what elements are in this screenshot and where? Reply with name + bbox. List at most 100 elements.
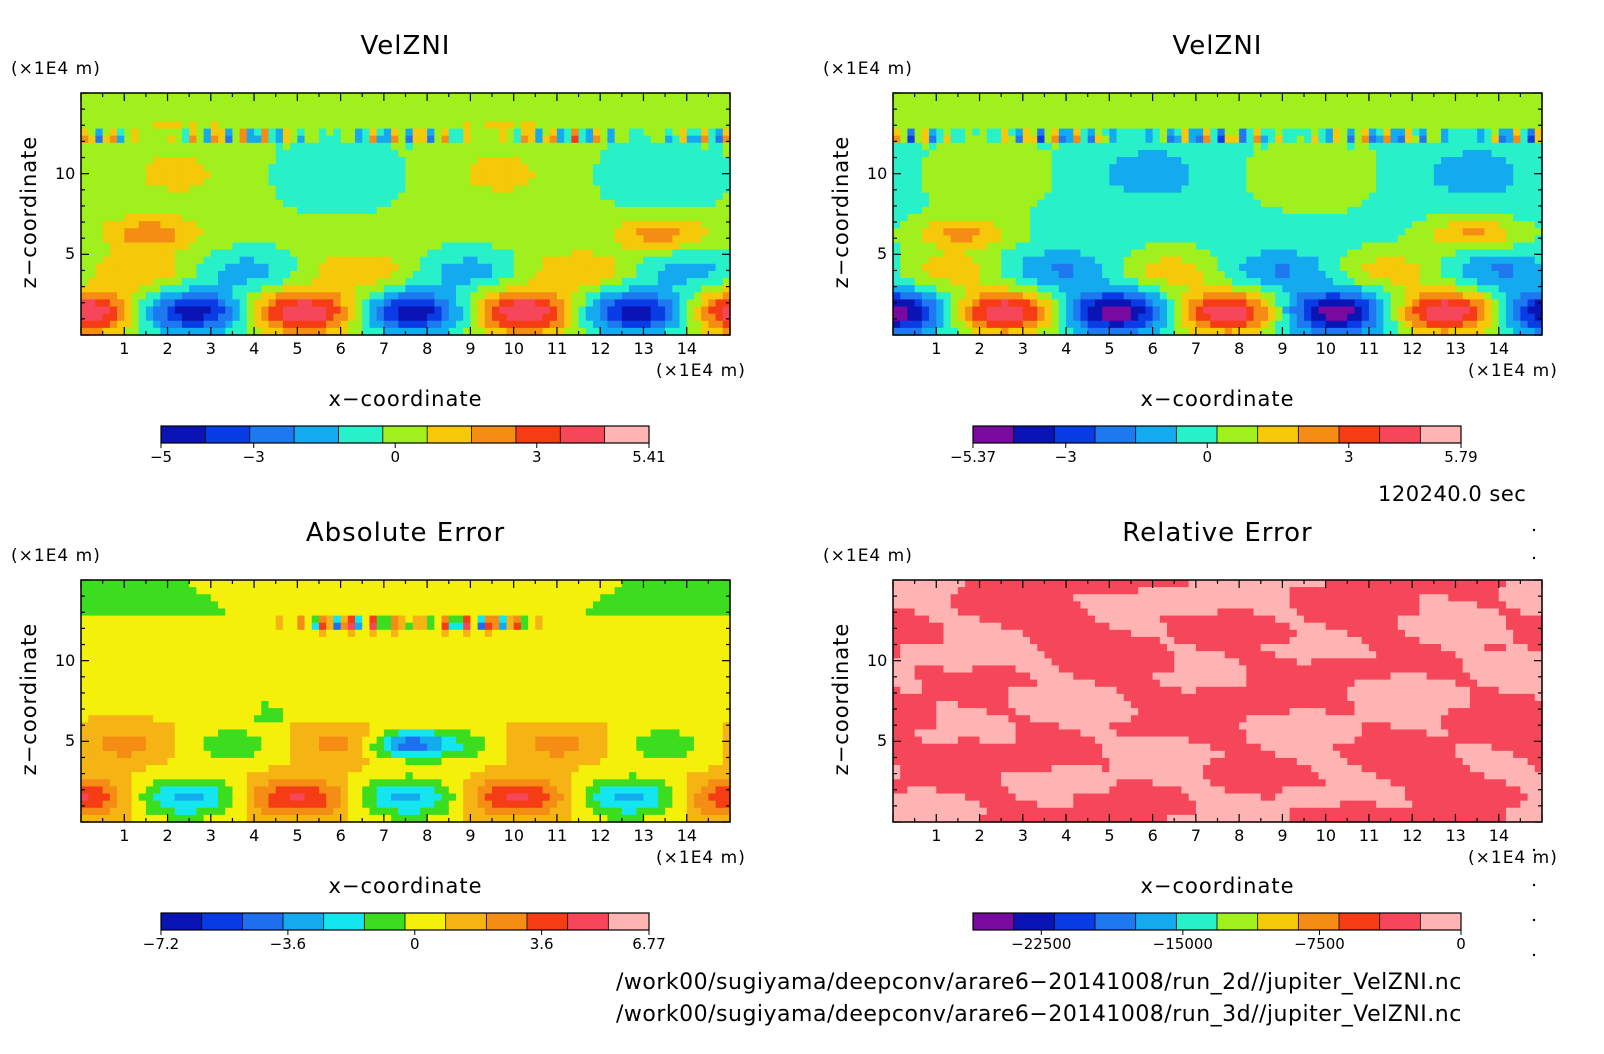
heatmap-cell	[319, 228, 327, 236]
heatmap-cell	[456, 136, 464, 144]
heatmap-cell	[1355, 157, 1363, 165]
heatmap-cell	[1463, 100, 1471, 108]
heatmap-cell	[1304, 136, 1312, 144]
heatmap-cell	[377, 207, 385, 215]
heatmap-cell	[182, 114, 190, 122]
heatmap-cell	[1318, 114, 1326, 122]
heatmap-cell	[406, 314, 414, 322]
heatmap-cell	[196, 271, 204, 279]
heatmap-cell	[1528, 157, 1536, 165]
heatmap-cell	[406, 157, 414, 165]
heatmap-cell	[1463, 157, 1471, 165]
heatmap-cell	[586, 129, 594, 137]
heatmap-cell	[1037, 221, 1045, 229]
heatmap-cell	[326, 235, 334, 243]
heatmap-cell	[607, 186, 615, 194]
heatmap-cell	[1355, 193, 1363, 201]
heatmap-cell	[907, 214, 915, 222]
heatmap-cell	[1412, 143, 1420, 151]
heatmap-cell	[398, 221, 406, 229]
heatmap-cell	[95, 193, 103, 201]
heatmap-cell	[900, 228, 908, 236]
heatmap-cell	[1167, 178, 1175, 186]
heatmap-cell	[643, 186, 651, 194]
heatmap-cell	[1311, 178, 1319, 186]
heatmap-cell	[643, 264, 651, 272]
heatmap-cell	[268, 242, 276, 250]
heatmap-cell	[708, 250, 716, 258]
heatmap-cell	[312, 264, 320, 272]
heatmap-cell	[420, 143, 428, 151]
heatmap-cell	[369, 321, 377, 329]
heatmap-cell	[1282, 214, 1290, 222]
heatmap-cell	[1383, 207, 1391, 215]
heatmap-cell	[456, 292, 464, 300]
heatmap-cell	[232, 121, 240, 129]
heatmap-cell	[571, 114, 579, 122]
heatmap-cell	[972, 150, 980, 158]
heatmap-cell	[528, 214, 536, 222]
heatmap-cell	[319, 321, 327, 329]
heatmap-cell	[1290, 178, 1298, 186]
heatmap-cell	[463, 178, 471, 186]
heatmap-cell	[312, 114, 320, 122]
heatmap-cell	[564, 228, 572, 236]
heatmap-cell	[528, 321, 536, 329]
heatmap-cell	[355, 250, 363, 258]
heatmap-cell	[1470, 207, 1478, 215]
heatmap-cell	[492, 150, 500, 158]
heatmap-cell	[716, 264, 724, 272]
heatmap-cell	[312, 143, 320, 151]
heatmap-cell	[1355, 121, 1363, 129]
heatmap-cell	[1463, 214, 1471, 222]
heatmap-cell	[442, 292, 450, 300]
heatmap-cell	[160, 171, 168, 179]
heatmap-cell	[929, 193, 937, 201]
heatmap-cell	[550, 121, 558, 129]
heatmap-cell	[312, 271, 320, 279]
heatmap-cell	[629, 100, 637, 108]
heatmap-cell	[600, 271, 608, 279]
heatmap-cell	[377, 121, 385, 129]
heatmap-cell	[1218, 157, 1226, 165]
heatmap-cell	[88, 150, 96, 158]
heatmap-cell	[391, 129, 399, 137]
heatmap-cell	[1528, 221, 1536, 229]
heatmap-cell	[276, 157, 284, 165]
heatmap-cell	[413, 285, 421, 293]
heatmap-cell	[1419, 228, 1427, 236]
heatmap-cell	[182, 278, 190, 286]
heatmap-cell	[160, 271, 168, 279]
heatmap-cell	[694, 114, 702, 122]
heatmap-cell	[312, 242, 320, 250]
heatmap-cell	[1102, 207, 1110, 215]
heatmap-cell	[579, 193, 587, 201]
heatmap-cell	[333, 193, 341, 201]
heatmap-cell	[391, 171, 399, 179]
heatmap-cell	[1102, 121, 1110, 129]
heatmap-cell	[442, 186, 450, 194]
heatmap-cell	[936, 150, 944, 158]
heatmap-cell	[427, 129, 435, 137]
heatmap-cell	[449, 121, 457, 129]
heatmap-cell	[1463, 221, 1471, 229]
heatmap-cell	[514, 257, 522, 265]
heatmap-cell	[1167, 193, 1175, 201]
heatmap-cell	[1434, 143, 1442, 151]
heatmap-cell	[1109, 150, 1117, 158]
heatmap-cell	[485, 129, 493, 137]
heatmap-cell	[557, 93, 565, 101]
heatmap-cell	[247, 264, 255, 272]
heatmap-cell	[651, 264, 659, 272]
heatmap-cell	[290, 285, 298, 293]
heatmap-cell	[1203, 178, 1211, 186]
heatmap-cell	[943, 150, 951, 158]
heatmap-cell	[470, 221, 478, 229]
heatmap-cell	[643, 178, 651, 186]
heatmap-cell	[1016, 228, 1024, 236]
heatmap-cell	[1268, 100, 1276, 108]
heatmap-cell	[607, 299, 615, 307]
heatmap-cell	[1398, 143, 1406, 151]
heatmap-cell	[204, 193, 212, 201]
heatmap-cell	[146, 278, 154, 286]
